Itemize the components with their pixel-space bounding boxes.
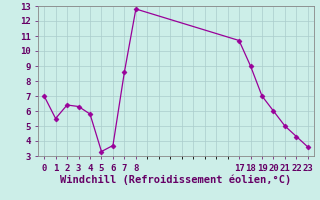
X-axis label: Windchill (Refroidissement éolien,°C): Windchill (Refroidissement éolien,°C) <box>60 174 292 185</box>
